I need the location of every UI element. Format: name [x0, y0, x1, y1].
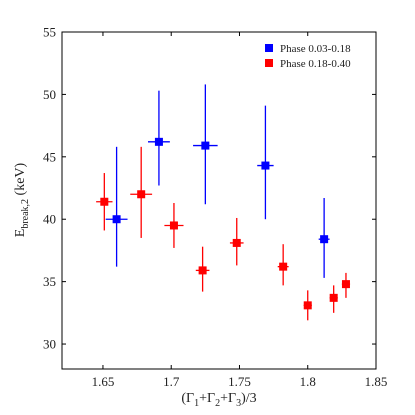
plot-frame [61, 31, 377, 370]
series-1 [105, 84, 330, 278]
legend-marker [265, 59, 273, 67]
x-tick-label: 1.7 [163, 374, 180, 389]
x-tick-label: 1.85 [365, 374, 388, 389]
data-point [112, 215, 121, 224]
data-point [232, 238, 241, 247]
data-point [320, 235, 329, 244]
data-point [100, 197, 109, 206]
data-point [198, 266, 207, 275]
legend-marker [265, 44, 273, 52]
data-point [201, 141, 210, 150]
y-tick-label: 55 [43, 25, 56, 40]
x-tick-label: 1.65 [92, 374, 115, 389]
y-tick-label: 40 [43, 212, 56, 227]
x-tick-label: 1.8 [300, 374, 316, 389]
legend: Phase 0.03-0.18 Phase 0.18-0.40 [265, 43, 351, 70]
y-tick-label: 45 [43, 149, 56, 164]
axes: 1.65 1.7 1.75 1.8 1.85 30 35 40 45 50 55 [43, 25, 387, 390]
y-tick-label: 30 [43, 337, 56, 352]
y-tick-label: 35 [43, 274, 56, 289]
data-point [303, 301, 312, 310]
x-tick-label: 1.75 [228, 374, 251, 389]
data-point [261, 161, 270, 170]
data-point [137, 190, 146, 199]
data-point [341, 280, 350, 289]
legend-label: Phase 0.18-0.40 [280, 58, 351, 70]
series-2 [96, 146, 351, 321]
data-point [279, 262, 288, 271]
legend-label: Phase 0.03-0.18 [280, 43, 351, 55]
data-point [329, 293, 338, 302]
data-point [169, 221, 178, 230]
data-point [154, 137, 163, 146]
y-axis-label: Ebreak,2 (keV) [13, 162, 31, 237]
x-axis-label: (Γ1+Γ2+Γ3)/3 [181, 391, 256, 409]
plot-content [96, 84, 351, 321]
y-tick-label: 50 [43, 87, 56, 102]
